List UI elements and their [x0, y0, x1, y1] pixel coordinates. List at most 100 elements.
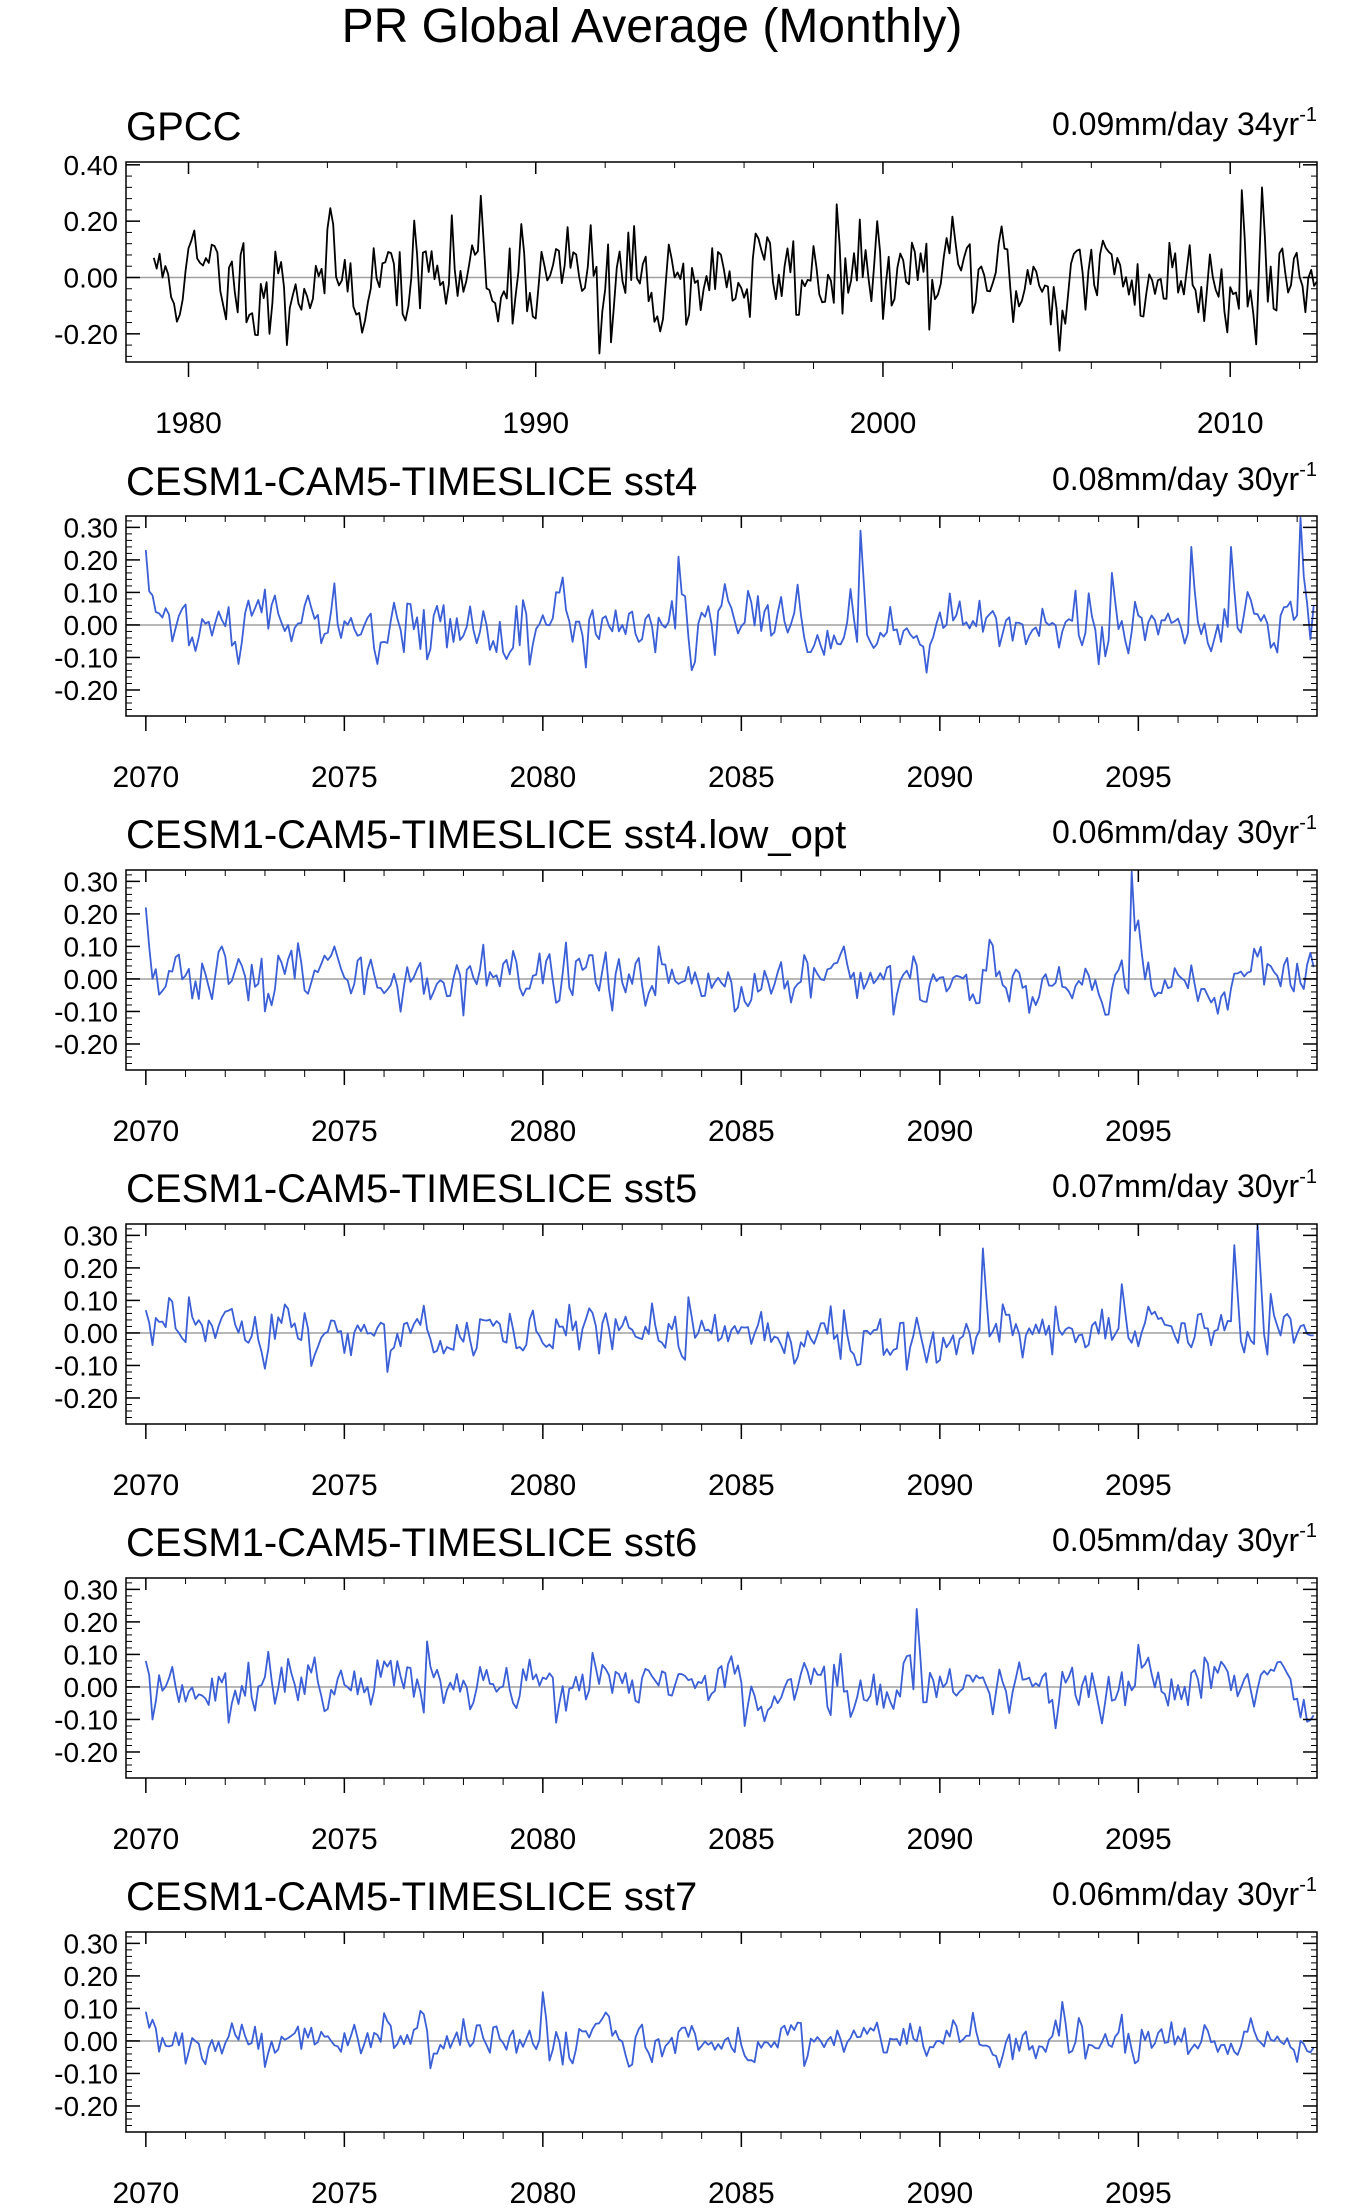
trend-label-exponent: -1 — [1299, 1874, 1317, 1896]
x-tick-label: 2085 — [708, 1823, 775, 1856]
series-line-1 — [144, 870, 1315, 1017]
x-tick-label: 2075 — [311, 1115, 378, 1148]
y-tick-label: 0.10 — [64, 1993, 119, 2024]
y-tick-label: -0.20 — [54, 319, 118, 350]
y-tick-label: 0.20 — [64, 545, 119, 576]
plot-frame — [125, 1931, 1318, 2133]
x-tick-label: 2085 — [708, 2177, 775, 2210]
y-tick-label: -0.20 — [54, 1029, 118, 1060]
y-tick-label: 0.20 — [64, 1961, 119, 1992]
x-tick-label: 2070 — [112, 1823, 179, 1856]
y-tick-label: 0.20 — [64, 899, 119, 930]
x-tick-label: 2070 — [112, 761, 179, 794]
y-tick-label: -0.20 — [54, 675, 118, 706]
plot-frame — [125, 869, 1318, 1071]
y-tick-label: 0.30 — [64, 1574, 119, 1605]
series-line-1 — [144, 1991, 1315, 2070]
series-line-1 — [144, 1608, 1315, 1730]
y-tick-label: 0.00 — [64, 2026, 119, 2057]
x-tick-label: 1980 — [155, 407, 222, 440]
panel-5: CESM1-CAM5-TIMESLICE sst6 0.05mm/day 30yr… — [54, 1520, 1318, 1856]
x-tick-label: 1990 — [502, 407, 569, 440]
x-tick-label: 2085 — [708, 1469, 775, 1502]
trend-label: 0.06mm/day 30yr-1 — [1052, 812, 1317, 850]
series-line-1 — [144, 1223, 1314, 1373]
y-tick-label: 0.20 — [64, 1253, 119, 1284]
y-tick-label: -0.20 — [54, 1383, 118, 1414]
y-tick-label: 0.30 — [64, 1220, 119, 1251]
x-tick-label: 2080 — [509, 2177, 576, 2210]
x-tick-label: 2095 — [1105, 1115, 1172, 1148]
x-tick-label: 2090 — [906, 761, 973, 794]
y-tick-label: 0.00 — [64, 1672, 119, 1703]
x-tick-label: 2095 — [1105, 2177, 1172, 2210]
y-tick-label: 0.10 — [64, 1285, 119, 1316]
panel-title: CESM1-CAM5-TIMESLICE sst4 — [126, 460, 697, 504]
y-tick-label: 0.10 — [64, 577, 119, 608]
x-tick-label: 2095 — [1105, 1469, 1172, 1502]
panel-2: CESM1-CAM5-TIMESLICE sst4 0.08mm/day 30yr… — [54, 459, 1318, 794]
x-tick-label: 2010 — [1197, 407, 1264, 440]
y-tick-label: 0.00 — [64, 1318, 119, 1349]
x-tick-label: 2075 — [311, 761, 378, 794]
panel-1: GPCC 0.09mm/day 34yr-1 0.40 0.20 0.00 -0.20 19… — [54, 104, 1318, 440]
x-tick-label: 2080 — [509, 1823, 576, 1856]
plot-frame — [125, 1577, 1318, 1779]
trend-label-exponent: -1 — [1299, 1166, 1317, 1188]
y-tick-label: 0.20 — [64, 206, 119, 237]
plot-frame — [125, 1223, 1318, 1425]
plot-frame — [125, 515, 1318, 717]
trend-label-exponent: -1 — [1299, 104, 1317, 126]
trend-label: 0.05mm/day 30yr-1 — [1052, 1520, 1317, 1558]
panel-6: CESM1-CAM5-TIMESLICE sst7 0.06mm/day 30yr… — [54, 1874, 1318, 2210]
y-tick-label: 0.00 — [64, 610, 119, 641]
y-tick-label: 0.40 — [64, 150, 119, 181]
y-tick-label: -0.10 — [54, 2058, 118, 2089]
x-tick-label: 2075 — [311, 1823, 378, 1856]
x-tick-label: 2070 — [112, 1115, 179, 1148]
trend-label: 0.06mm/day 30yr-1 — [1052, 1874, 1317, 1912]
x-tick-label: 2075 — [311, 2177, 378, 2210]
trend-label: 0.07mm/day 30yr-1 — [1052, 1166, 1317, 1204]
x-tick-label: 2080 — [509, 1469, 576, 1502]
x-tick-label: 2090 — [906, 1823, 973, 1856]
y-tick-label: 0.10 — [64, 931, 119, 962]
panel-title: CESM1-CAM5-TIMESLICE sst4.low_opt — [126, 813, 846, 857]
series-line-1 — [144, 516, 1315, 674]
x-tick-label: 2080 — [509, 1115, 576, 1148]
x-tick-label: 2085 — [708, 1115, 775, 1148]
x-tick-label: 2095 — [1105, 761, 1172, 794]
y-tick-label: -0.10 — [54, 642, 118, 673]
panel-3: CESM1-CAM5-TIMESLICE sst4.low_opt 0.06mm/… — [54, 812, 1318, 1148]
trend-label: 0.08mm/day 30yr-1 — [1052, 459, 1317, 497]
trend-label: 0.09mm/day 34yr-1 — [1052, 104, 1317, 142]
y-tick-label: 0.20 — [64, 1607, 119, 1638]
x-tick-label: 2085 — [708, 761, 775, 794]
x-tick-label: 2080 — [509, 761, 576, 794]
series-line-1 — [152, 186, 1318, 355]
y-tick-label: -0.10 — [54, 1350, 118, 1381]
trend-label-exponent: -1 — [1299, 459, 1317, 481]
x-tick-label: 2090 — [906, 1115, 973, 1148]
y-tick-label: 0.10 — [64, 1639, 119, 1670]
panel-title: CESM1-CAM5-TIMESLICE sst6 — [126, 1521, 697, 1565]
x-tick-label: 2075 — [311, 1469, 378, 1502]
y-tick-label: -0.10 — [54, 996, 118, 1027]
y-tick-label: 0.30 — [64, 1928, 119, 1959]
y-tick-label: -0.20 — [54, 2091, 118, 2122]
x-tick-label: 2070 — [112, 1469, 179, 1502]
x-tick-label: 2090 — [906, 2177, 973, 2210]
trend-label-exponent: -1 — [1299, 812, 1317, 834]
y-tick-label: -0.20 — [54, 1737, 118, 1768]
x-tick-label: 2000 — [850, 407, 917, 440]
plot-frame — [125, 161, 1318, 363]
panel-title: CESM1-CAM5-TIMESLICE sst7 — [126, 1875, 697, 1919]
x-tick-label: 2090 — [906, 1469, 973, 1502]
figure-title: PR Global Average (Monthly) — [342, 0, 963, 53]
x-tick-label: 2095 — [1105, 1823, 1172, 1856]
y-tick-label: 0.00 — [64, 964, 119, 995]
y-tick-label: 0.30 — [64, 512, 119, 543]
y-tick-label: 0.00 — [64, 262, 119, 293]
y-tick-label: -0.10 — [54, 1704, 118, 1735]
